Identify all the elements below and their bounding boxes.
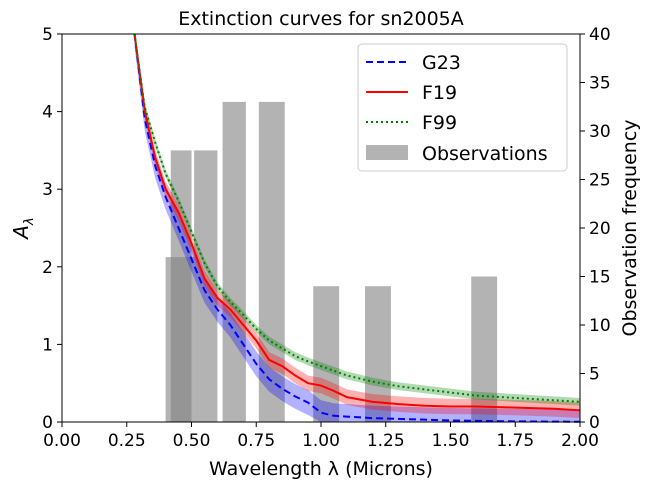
legend: G23 F19 F99 Observations [357, 43, 568, 172]
x-tick-label: 0.00 [43, 431, 81, 451]
x-tick-label: 1.75 [496, 431, 534, 451]
legend-f19-label: F19 [422, 82, 457, 104]
y-axis-label: Aλ [9, 217, 37, 240]
observation-bar-7 [365, 286, 391, 422]
observation-bar-4 [222, 101, 246, 423]
y2-tick-label: 25 [589, 171, 611, 191]
x-tick-label: 1.00 [302, 431, 340, 451]
y-tick-label: 2 [42, 258, 53, 278]
y2-tick-label: 40 [589, 25, 611, 45]
y-tick-label: 3 [42, 180, 53, 200]
y-tick-label: 4 [42, 103, 53, 123]
x-tick-label: 1.50 [432, 431, 470, 451]
line-f19 [133, 33, 581, 412]
y2-tick-label: 15 [589, 268, 611, 288]
observation-bar-2 [170, 150, 192, 422]
observation-bar-8 [471, 276, 498, 422]
observation-bar-3 [194, 150, 218, 422]
observation-bar-5 [258, 101, 285, 423]
y2-tick-label: 5 [589, 365, 600, 385]
y2-axis-label: Observation frequency [619, 119, 641, 336]
y-axis-label-sub: λ [22, 217, 37, 226]
x-tick-label: 0.50 [173, 431, 211, 451]
x-axis-label: Wavelength λ (Microns) [209, 458, 433, 480]
y-tick-label: 5 [42, 25, 53, 45]
extinction-curves [133, 33, 581, 423]
band-f19 [134, 34, 580, 419]
observation-bar-6 [313, 286, 340, 422]
legend-box [357, 43, 568, 172]
x-axis-ticks: 0.00 0.25 0.50 0.75 1.00 1.25 1.50 1.75 2.00 [43, 422, 599, 451]
y2-tick-label: 35 [589, 74, 611, 94]
legend-observations-swatch [366, 145, 408, 160]
x-tick-label: 0.75 [237, 431, 275, 451]
line-g23 [133, 33, 581, 423]
x-tick-label: 2.00 [561, 431, 599, 451]
y-axis-ticks: 0 1 2 3 4 5 [42, 25, 62, 433]
observation-bars [165, 101, 498, 423]
y-tick-label: 0 [42, 413, 53, 433]
y-axis-label-main: A [9, 225, 33, 241]
y2-tick-label: 30 [589, 122, 611, 142]
uncertainty-bands [134, 34, 580, 422]
x-tick-label: 1.25 [367, 431, 405, 451]
chart-title: Extinction curves for sn2005A [178, 8, 464, 30]
y2-axis-ticks: 0 5 10 15 20 25 30 35 40 [580, 25, 611, 433]
legend-g23-label: G23 [422, 52, 461, 74]
legend-f99-label: F99 [422, 112, 457, 134]
y2-tick-label: 20 [589, 219, 611, 239]
y2-tick-label: 10 [589, 316, 611, 336]
line-f99 [133, 33, 581, 403]
y2-tick-label: 0 [589, 413, 600, 433]
legend-observations-label: Observations [422, 143, 548, 165]
x-tick-label: 0.25 [108, 431, 146, 451]
y-tick-label: 1 [42, 335, 53, 355]
